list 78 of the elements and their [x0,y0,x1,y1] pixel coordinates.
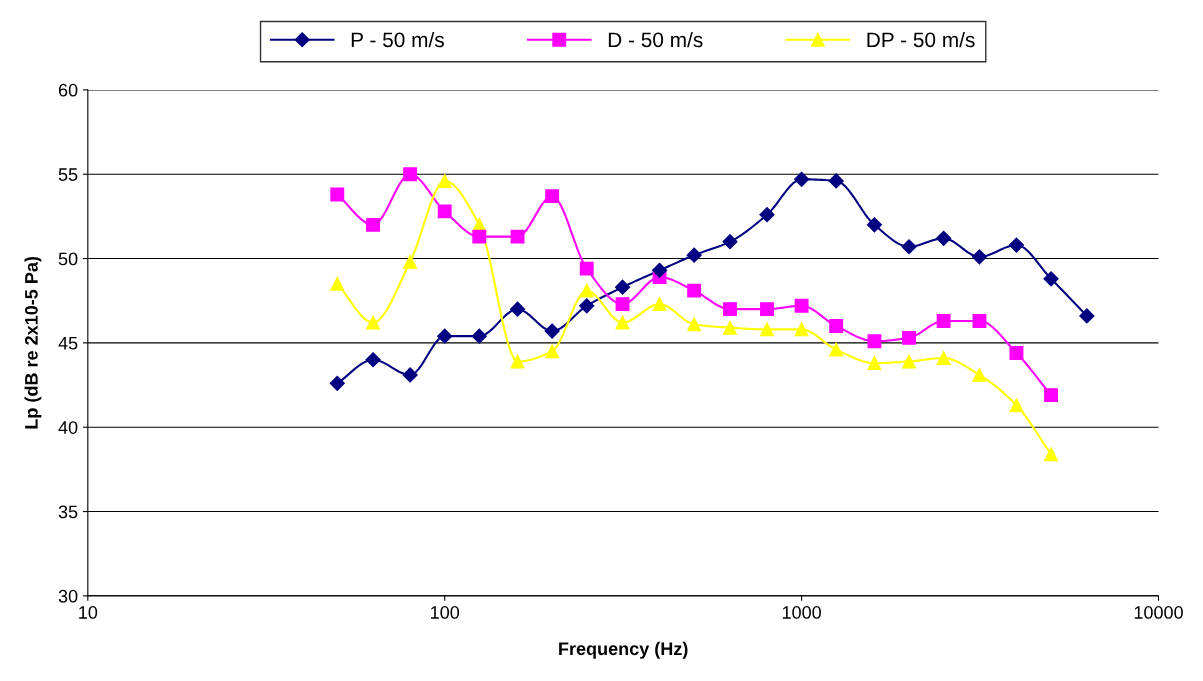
point [579,261,594,276]
point [545,344,560,359]
x-tick-label: 10000 [1134,606,1183,619]
point [403,254,418,269]
point [437,174,452,188]
y-tick-label: 45 [58,337,78,350]
legend-label: P - 50 m/s [351,31,444,48]
point [330,276,345,291]
point [510,229,525,244]
point [723,320,737,335]
y-tick-label: 35 [58,505,78,519]
point [615,315,630,330]
y-tick-label: 60 [58,83,78,97]
point [829,342,844,357]
point [366,315,381,330]
point [403,167,418,182]
legend-label: DP - 50 m/s [867,31,975,48]
point [579,298,595,314]
x-tick-label: 10 [79,606,98,619]
x-axis-title: Frequency (Hz) [559,641,688,659]
point [614,279,631,295]
point [867,356,882,371]
point [509,301,526,317]
legend-label: D - 50 m/s [608,31,703,48]
point [652,262,668,278]
point [1008,237,1025,253]
y-tick-label: 50 [58,252,78,266]
point [437,328,453,344]
point [652,297,667,312]
point [471,328,487,344]
point [366,217,381,232]
point [545,189,560,204]
y-tick-label: 55 [58,168,78,181]
point [866,217,883,233]
point [687,283,702,298]
point [794,171,810,187]
point [936,314,951,328]
point [1043,271,1059,287]
point [1044,447,1058,462]
point [723,302,737,317]
y-axis-title: Lp (dB re 2x10-5 Pa) [24,256,42,429]
point [794,322,809,337]
point [330,187,345,202]
point [544,323,560,339]
point [579,283,594,298]
point [1009,398,1024,413]
point [901,239,917,255]
point [828,173,844,189]
point [329,375,345,391]
point [1009,346,1024,360]
point [794,298,809,313]
point [936,230,952,246]
point [972,367,987,382]
point [760,302,774,317]
point [759,207,775,223]
point [902,354,916,369]
y-tick-label: 40 [58,421,78,434]
point [829,319,844,333]
point [1044,388,1058,403]
point [972,314,987,328]
point [472,229,487,244]
point [510,354,525,369]
point [936,351,951,366]
x-tick-label: 100 [431,606,460,619]
point [687,317,702,332]
point [402,367,418,383]
point [365,352,381,368]
y-tick-label: 30 [58,589,78,603]
point [615,297,630,312]
point [760,322,774,337]
point [1079,308,1095,324]
point [437,204,452,219]
x-tick-label: 1000 [782,606,821,619]
point [686,247,702,263]
point [722,234,738,250]
point [971,249,988,265]
point [867,334,882,349]
point [902,330,916,345]
